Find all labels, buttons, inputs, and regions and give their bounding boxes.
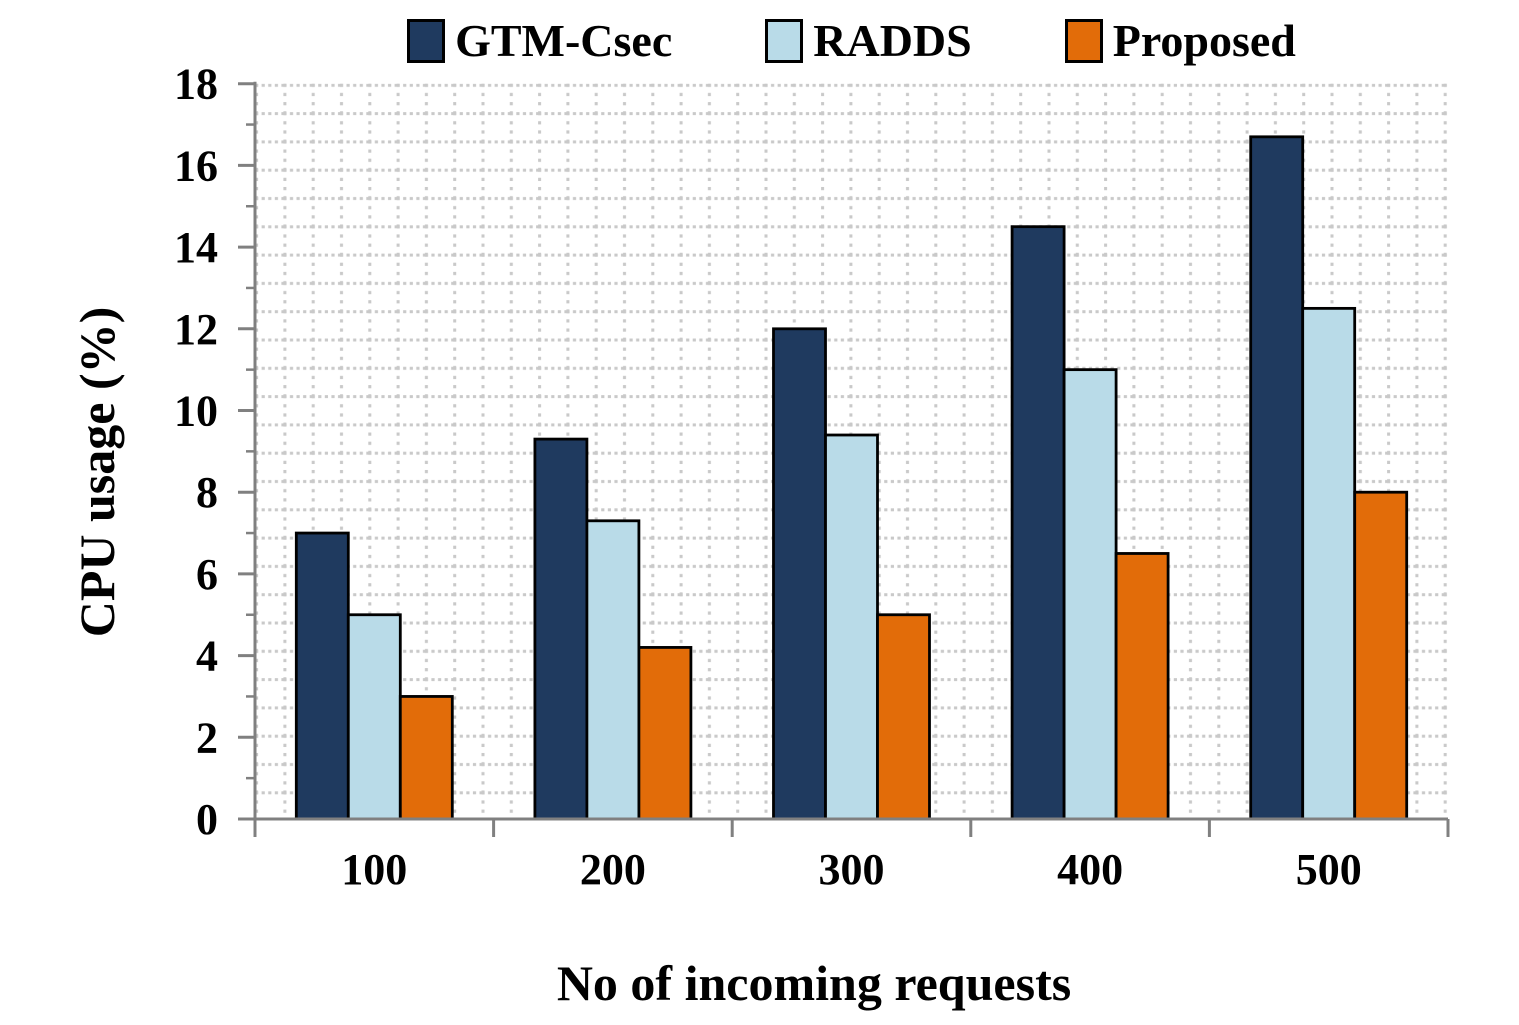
legend-label: Proposed	[1112, 15, 1296, 66]
bar-Proposed-500	[1353, 490, 1409, 821]
bar-Proposed-300	[876, 613, 931, 821]
x-axis-title: No of incoming requests	[556, 955, 1072, 1011]
bar-Proposed-200	[637, 646, 693, 821]
bar-GTM-Csec-200	[533, 437, 589, 821]
legend-item-RADDS: RADDS	[765, 15, 972, 66]
bar-RADDS-400	[1062, 368, 1118, 821]
legend-item-Proposed: Proposed	[1064, 15, 1296, 66]
legend-swatch-icon	[407, 19, 446, 63]
bar-RADDS-100	[346, 613, 402, 821]
legend-item-GTM-Csec: GTM-Csec	[407, 18, 672, 64]
legend-label: RADDS	[813, 15, 972, 66]
bar-GTM-Csec-500	[1249, 135, 1305, 821]
y-tick-label: 2	[196, 713, 218, 762]
legend-swatch-icon	[765, 19, 804, 63]
bar-Proposed-100	[398, 695, 454, 821]
y-tick-label: 10	[174, 387, 218, 436]
y-tick-label: 6	[196, 550, 218, 599]
bar-RADDS-300	[824, 433, 879, 821]
y-tick-label: 18	[174, 60, 218, 109]
y-axis-title: CPU usage (%)	[69, 306, 125, 638]
bar-GTM-Csec-100	[294, 531, 350, 821]
legend: GTM-Csec RADDS Proposed	[255, 6, 1448, 76]
bar-GTM-Csec-300	[772, 327, 827, 821]
y-tick-label: 14	[174, 223, 218, 272]
x-tick-label: 500	[1296, 845, 1362, 894]
legend-swatch-icon	[1064, 19, 1103, 63]
y-tick-label: 12	[174, 305, 218, 354]
x-tick-label: 200	[580, 845, 646, 894]
y-tick-label: 0	[196, 795, 218, 844]
y-tick-label: 8	[196, 468, 218, 517]
x-tick-label: 100	[341, 845, 407, 894]
bar-RADDS-500	[1301, 306, 1357, 821]
legend-label: GTM-Csec	[455, 15, 673, 66]
x-tick-label: 400	[1057, 845, 1123, 894]
y-tick-label: 16	[174, 141, 218, 190]
bar-Proposed-400	[1114, 552, 1170, 821]
y-tick-label: 4	[196, 632, 218, 681]
x-tick-label: 300	[819, 845, 885, 894]
bar-RADDS-200	[585, 519, 641, 821]
bar-GTM-Csec-400	[1010, 225, 1066, 821]
